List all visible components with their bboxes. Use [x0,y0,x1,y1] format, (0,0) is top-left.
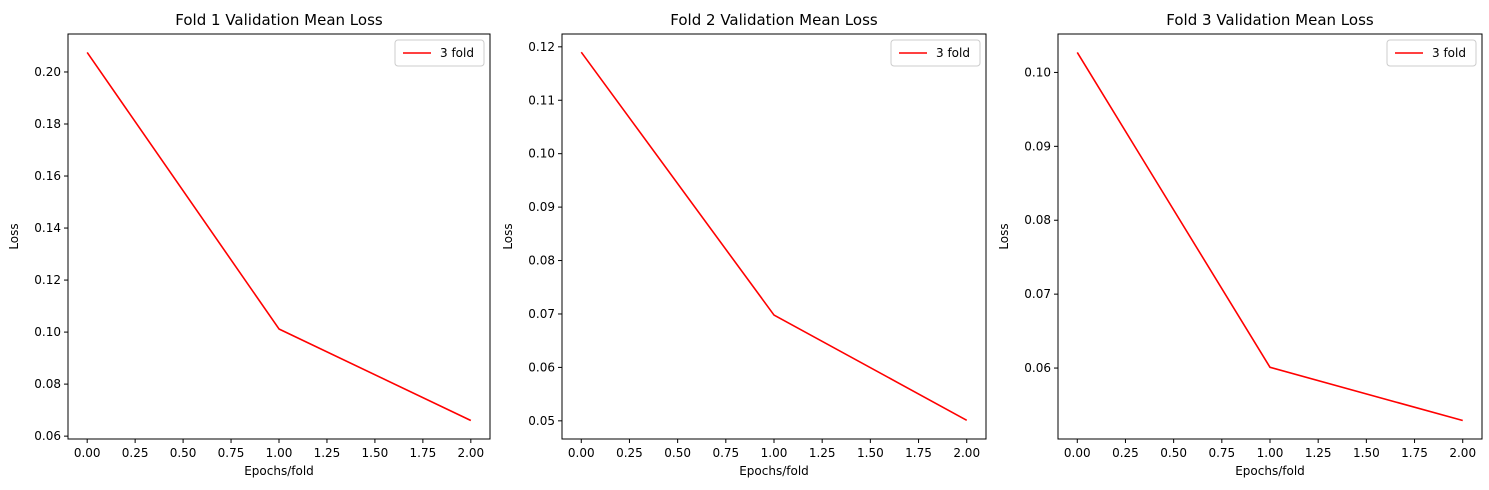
x-tick-label: 0.75 [218,446,245,460]
x-tick-label: 0.50 [170,446,197,460]
legend-label: 3 fold [1432,46,1466,60]
y-tick-label: 0.05 [528,414,555,428]
x-tick-label: 0.50 [664,446,691,460]
y-axis-label: Loss [997,223,1011,249]
x-tick-label: 1.50 [1353,446,1380,460]
x-tick-label: 1.00 [761,446,788,460]
x-axis-label: Epochs/fold [244,464,314,478]
y-tick-label: 0.18 [34,117,61,131]
x-tick-label: 1.75 [1401,446,1428,460]
chart-panel-1: Fold 1 Validation Mean Loss 0.00 0.25 0.50 0… [7,11,491,478]
x-tick-label: 2.00 [953,446,980,460]
y-tick-label: 0.20 [34,65,61,79]
x-tick-label: 1.00 [1257,446,1284,460]
y-axis-label: Loss [501,223,515,249]
x-tick-label: 2.00 [457,446,484,460]
legend-box [890,39,981,67]
y-tick-label: 0.06 [528,360,555,374]
x-tick-label: 1.25 [1305,446,1332,460]
legend-box [1386,39,1477,67]
legend-box [394,39,485,67]
x-tick-label: 1.50 [362,446,389,460]
x-tick-label: 0.00 [1064,446,1091,460]
y-tick-label: 0.12 [34,273,61,287]
chart-panel-2: Fold 2 Validation Mean Loss 0.00 0.25 0.50 0… [501,11,987,478]
y-tick-label: 0.11 [528,93,555,107]
y-tick-label: 0.12 [528,40,555,54]
y-tick-label: 0.07 [1024,287,1051,301]
x-tick-label: 0.75 [712,446,739,460]
chart-title: Fold 2 Validation Mean Loss [670,11,878,29]
y-axis-label: Loss [7,223,21,249]
x-tick-label: 0.25 [616,446,643,460]
x-tick-label: 0.25 [1112,446,1139,460]
y-tick-label: 0.09 [528,200,555,214]
y-tick-label: 0.09 [1024,139,1051,153]
x-tick-label: 0.75 [1208,446,1235,460]
chart-panel-3: Fold 3 Validation Mean Loss 0.00 0.25 0.50 0… [997,11,1483,478]
y-tick-label: 0.07 [528,307,555,321]
y-tick-label: 0.08 [34,377,61,391]
legend-label: 3 fold [936,46,970,60]
y-tick-label: 0.14 [34,221,61,235]
y-tick-label: 0.06 [34,429,61,443]
x-axis-label: Epochs/fold [739,464,809,478]
x-tick-label: 1.25 [314,446,341,460]
chart-title: Fold 1 Validation Mean Loss [175,11,383,29]
plot-area-frame [561,33,987,440]
legend-label: 3 fold [440,46,474,60]
x-tick-label: 2.00 [1449,446,1476,460]
x-tick-label: 0.00 [568,446,595,460]
y-tick-label: 0.08 [528,254,555,268]
y-tick-label: 0.06 [1024,361,1051,375]
y-tick-label: 0.16 [34,169,61,183]
x-tick-label: 0.25 [122,446,149,460]
x-tick-label: 1.75 [905,446,932,460]
y-tick-label: 0.10 [528,147,555,161]
chart-title: Fold 3 Validation Mean Loss [1166,11,1374,29]
x-tick-label: 1.75 [410,446,437,460]
plot-area-frame [1057,33,1483,440]
y-tick-label: 0.08 [1024,213,1051,227]
x-tick-label: 1.50 [857,446,884,460]
x-tick-label: 0.00 [74,446,101,460]
plot-area-frame [67,33,491,440]
x-axis-label: Epochs/fold [1235,464,1305,478]
x-tick-label: 1.25 [809,446,836,460]
y-tick-label: 0.10 [34,325,61,339]
x-tick-label: 0.50 [1160,446,1187,460]
y-tick-label: 0.10 [1024,65,1051,79]
x-tick-label: 1.00 [266,446,293,460]
